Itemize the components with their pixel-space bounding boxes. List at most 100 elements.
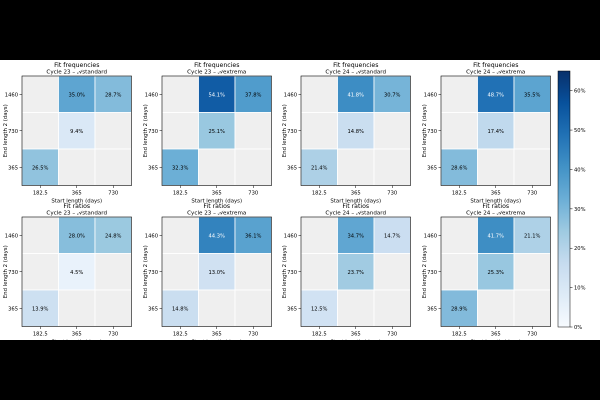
heatmap-cell <box>440 75 478 113</box>
x-axis-label: Start length (days) <box>191 199 242 205</box>
y-tick-label: 1460 <box>145 92 158 98</box>
panel-subtitle: Cycle 23 – 𝒜standard <box>46 211 107 217</box>
heatmap-cell <box>94 289 132 327</box>
y-tick-label: 365 <box>148 165 158 171</box>
heatmap-cell <box>234 112 272 150</box>
y-tick-label: 1460 <box>424 92 437 98</box>
heatmap-cell <box>300 216 338 254</box>
panel-subtitle: Cycle 24 – 𝒜standard <box>325 211 386 217</box>
heatmap-cell <box>373 148 411 186</box>
y-tick-label: 365 <box>287 306 297 312</box>
colorbar-tick-label: 30% <box>574 207 586 213</box>
heatmap-cell <box>513 253 551 291</box>
x-tick-label: 365 <box>351 332 361 338</box>
panel-title: Fit ratios <box>482 203 509 210</box>
cell-value-label: 21.1% <box>524 233 541 239</box>
y-tick-label: 1460 <box>5 92 18 98</box>
heatmap-cell <box>337 289 375 327</box>
x-tick-label: 365 <box>72 191 82 197</box>
y-axis-label: End length 2 (days) <box>282 104 288 157</box>
x-tick-label: 182.5 <box>312 332 327 338</box>
heatmap-cell <box>58 148 96 186</box>
heatmap-cell <box>94 148 132 186</box>
cell-value-label: 26.5% <box>32 165 49 171</box>
heatmap-cell <box>21 216 59 254</box>
y-tick-label: 365 <box>8 165 18 171</box>
heatmap-cell <box>373 289 411 327</box>
y-axis-label: End length 2 (days) <box>422 245 428 298</box>
x-tick-label: 182.5 <box>312 191 327 197</box>
x-tick-label: 730 <box>527 332 537 338</box>
cell-value-label: 37.8% <box>245 92 262 98</box>
heatmap-cell <box>337 148 375 186</box>
x-axis-label: Start length (days) <box>470 340 521 341</box>
y-tick-label: 730 <box>8 270 18 276</box>
panel-title: Fit frequencies <box>194 62 239 69</box>
heatmap-cell <box>161 216 199 254</box>
x-axis-label: Start length (days) <box>51 340 102 341</box>
x-tick-label: 365 <box>72 332 82 338</box>
heatmap-cell <box>440 112 478 150</box>
heatmap-cell <box>234 289 272 327</box>
x-axis-label: Start length (days) <box>191 340 242 341</box>
heatmap-cell <box>161 112 199 150</box>
cell-value-label: 28.7% <box>105 92 122 98</box>
x-tick-label: 182.5 <box>173 191 188 197</box>
colorbar-tick-label: 20% <box>574 246 586 252</box>
panel-subtitle: Cycle 24 – 𝒜standard <box>325 70 386 76</box>
panel-subtitle: Cycle 23 – 𝒜extrema <box>187 211 246 217</box>
heatmap-cell <box>58 253 96 291</box>
colorbar-tick-label: 60% <box>574 89 586 95</box>
cell-value-label: 14.8% <box>348 129 365 135</box>
heatmap-cell <box>21 112 59 150</box>
heatmap-cell <box>234 253 272 291</box>
cell-value-label: 25.3% <box>488 270 505 276</box>
colorbar-tick-label: 10% <box>574 286 586 292</box>
y-axis-label: End length 2 (days) <box>3 245 9 298</box>
panel-title: Fit frequencies <box>473 62 518 69</box>
colorbar: 0% 10% 20% 30% 40% 50% 60% <box>557 70 586 331</box>
x-tick-label: 182.5 <box>173 332 188 338</box>
cell-value-label: 35.0% <box>69 92 86 98</box>
y-tick-label: 730 <box>148 270 158 276</box>
heatmap-cell <box>440 216 478 254</box>
heatmap-cell <box>440 148 478 186</box>
x-tick-label: 730 <box>108 191 118 197</box>
heatmap-cell <box>94 75 132 113</box>
panel-title: Fit frequencies <box>54 62 99 69</box>
y-tick-label: 730 <box>287 270 297 276</box>
heatmap-cell <box>198 216 236 254</box>
cell-value-label: 28.6% <box>451 165 468 171</box>
panel-subtitle: Cycle 23 – 𝒜standard <box>46 70 107 76</box>
cell-value-label: 23.7% <box>348 270 365 276</box>
y-tick-label: 730 <box>148 129 158 135</box>
heatmap-cell <box>21 75 59 113</box>
y-tick-label: 365 <box>148 306 158 312</box>
heatmap-cell <box>94 112 132 150</box>
heatmap-cell <box>513 289 551 327</box>
heatmap-cell <box>513 148 551 186</box>
y-axis-label: End length 2 (days) <box>282 245 288 298</box>
y-tick-label: 1460 <box>284 233 297 239</box>
y-axis-label: End length 2 (days) <box>422 104 428 157</box>
heatmap-cell <box>94 253 132 291</box>
x-tick-label: 365 <box>491 191 501 197</box>
cell-value-label: 25.1% <box>209 129 226 135</box>
colorbar-gradient <box>557 70 571 328</box>
heatmap-cell <box>234 148 272 186</box>
y-axis-label: End length 2 (days) <box>143 104 149 157</box>
heatmap-cell <box>198 148 236 186</box>
y-tick-label: 730 <box>427 270 437 276</box>
heatmap-cell <box>373 253 411 291</box>
cell-value-label: 14.8% <box>172 306 189 312</box>
colorbar-tick-label: 0% <box>574 325 582 331</box>
x-tick-label: 730 <box>387 332 397 338</box>
y-tick-label: 730 <box>287 129 297 135</box>
heatmap-cell <box>198 289 236 327</box>
x-tick-label: 730 <box>248 191 258 197</box>
